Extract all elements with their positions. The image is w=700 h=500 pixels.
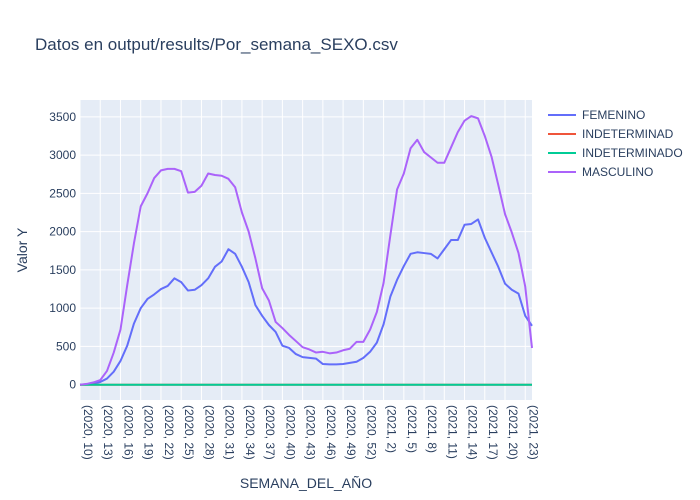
x-tick-label: (2020, 31) xyxy=(223,405,237,460)
x-tick-label: (2021, 2) xyxy=(385,405,399,453)
legend-item-femenino[interactable]: FEMENINO xyxy=(548,108,645,122)
y-tick-label: 1000 xyxy=(49,301,76,315)
x-tick-label: (2020, 40) xyxy=(283,405,297,460)
x-tick-label: (2020, 19) xyxy=(142,405,156,460)
legend-label: FEMENINO xyxy=(582,108,645,122)
x-tick-label: (2020, 28) xyxy=(202,405,216,460)
x-tick-label: (2021, 5) xyxy=(405,405,419,453)
x-tick-label: (2021, 20) xyxy=(506,405,520,460)
x-tick-label: (2020, 25) xyxy=(182,405,196,460)
x-axis-title: SEMANA_DEL_AÑO xyxy=(240,475,372,491)
y-tick-label: 500 xyxy=(56,339,76,353)
x-tick-label: (2021, 23) xyxy=(526,405,540,460)
x-tick-label: (2021, 11) xyxy=(445,405,459,459)
x-tick-label: (2020, 16) xyxy=(121,405,135,460)
x-axis-ticks: (2020, 10) (2020, 13) (2020, 16) (2020, 19)… xyxy=(81,405,540,460)
x-tick-label: (2020, 49) xyxy=(344,405,358,460)
legend-label: INDETERMINADO xyxy=(582,146,683,160)
x-tick-label: (2020, 46) xyxy=(324,405,338,460)
y-tick-label: 0 xyxy=(69,378,76,392)
legend: FEMENINO INDETERMINAD INDETERMINADO MASCULI… xyxy=(548,108,683,179)
legend-item-masculino[interactable]: MASCULINO xyxy=(548,165,653,179)
y-tick-label: 3500 xyxy=(49,110,76,124)
x-tick-label: (2020, 22) xyxy=(162,405,176,460)
x-tick-label: (2020, 43) xyxy=(304,405,318,460)
x-tick-label: (2020, 37) xyxy=(263,405,277,460)
legend-item-indeterminado[interactable]: INDETERMINADO xyxy=(548,146,683,160)
plot-background xyxy=(80,100,532,400)
y-tick-label: 3000 xyxy=(49,148,76,162)
y-axis-ticks: 0 500 1000 1500 2000 2500 3000 3500 xyxy=(49,110,76,392)
x-tick-label: (2020, 10) xyxy=(81,405,95,460)
y-tick-label: 2000 xyxy=(49,225,76,239)
x-tick-label: (2020, 52) xyxy=(364,405,378,460)
y-axis-title: Valor Y xyxy=(14,227,30,272)
x-tick-label: (2021, 8) xyxy=(425,405,439,453)
y-tick-label: 1500 xyxy=(49,263,76,277)
series-lines xyxy=(79,115,533,386)
series-line-masculino xyxy=(79,115,533,386)
y-tick-label: 2500 xyxy=(49,186,76,200)
chart-title: Datos en output/results/Por_semana_SEXO.… xyxy=(35,35,398,54)
x-tick-label: (2021, 17) xyxy=(486,405,500,460)
gridlines xyxy=(79,100,532,400)
x-tick-label: (2021, 14) xyxy=(466,405,480,460)
x-tick-label: (2020, 34) xyxy=(243,405,257,460)
legend-label: MASCULINO xyxy=(582,165,653,179)
series-line-femenino xyxy=(79,218,533,386)
legend-label: INDETERMINAD xyxy=(582,127,674,141)
legend-item-indeterminad[interactable]: INDETERMINAD xyxy=(548,127,674,141)
x-tick-label: (2020, 13) xyxy=(101,405,115,460)
